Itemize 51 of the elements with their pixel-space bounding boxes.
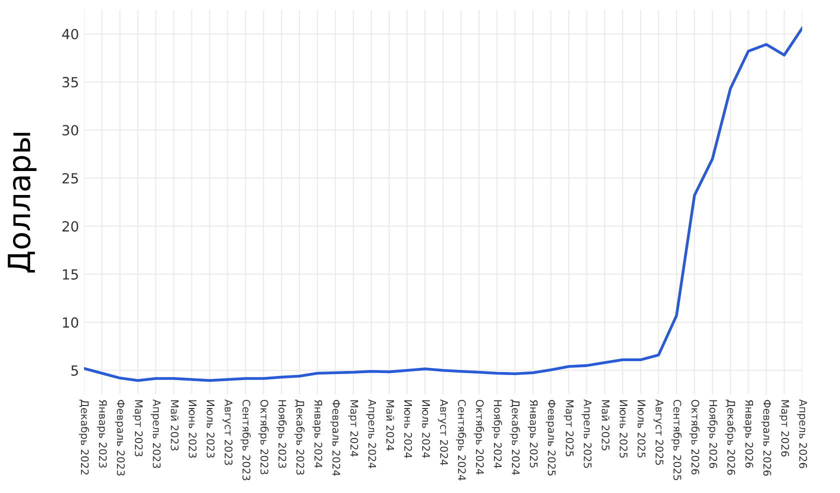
- x-tick-label: Июнь 2023: [188, 400, 197, 458]
- y-tick-label: 25: [62, 173, 78, 184]
- x-tick-label: Октябрь 2026: [689, 400, 700, 474]
- x-tick-label: Август 2023: [222, 399, 232, 465]
- x-tick-label: Апрель 2024: [366, 399, 376, 468]
- y-tick-label: 5: [71, 366, 78, 376]
- x-tick-label: Январь 2024: [312, 400, 322, 468]
- x-tick-label: Июнь 2025: [620, 400, 628, 458]
- x-tick-label: Сентябрь 2024: [456, 400, 466, 480]
- x-tick-label: Январь 2025: [528, 400, 538, 468]
- x-tick-label: Декабрь 2026: [725, 400, 736, 475]
- x-tick-label: Февраль 2025: [546, 400, 556, 476]
- x-tick-label: Март 2026: [779, 400, 790, 456]
- x-tick-label: Март 2025: [564, 400, 574, 456]
- x-tick-label: Декабрь 2024: [510, 400, 520, 475]
- x-tick-label: Февраль 2024: [330, 400, 340, 476]
- x-tick-label: Июль 2023: [206, 400, 215, 458]
- x-tick-label: Апрель 2026: [797, 399, 808, 468]
- x-tick-label: Март 2023: [132, 400, 143, 456]
- x-tick-label: Август 2025: [654, 399, 664, 465]
- y-tick-label: 35: [62, 76, 78, 88]
- x-tick-label: Февраль 2026: [761, 400, 772, 476]
- x-tick-label: Январь 2026: [743, 400, 754, 468]
- x-tick-label: Июль 2025: [638, 400, 646, 458]
- x-tick-label: Декабрь 2022: [78, 400, 90, 474]
- x-tick-label: Май 2025: [602, 400, 610, 450]
- x-tick-label: Ноябрь 2026: [707, 400, 718, 468]
- y-tick-label: 15: [62, 269, 78, 280]
- x-tick-label: Сентябрь 2023: [240, 400, 251, 480]
- x-tick-label: Октябрь 2024: [474, 400, 484, 474]
- x-tick-label: Ноябрь 2024: [492, 400, 502, 468]
- x-tick-label: Апрель 2025: [582, 399, 592, 468]
- x-tick-label: Ноябрь 2023: [276, 400, 287, 468]
- y-tick-label: 30: [62, 124, 78, 136]
- x-tick-label: Декабрь 2023: [294, 400, 305, 475]
- x-tick-label: Апрель 2023: [150, 399, 161, 468]
- x-tick-label: Июль 2024: [422, 400, 430, 458]
- x-tick-label: Февраль 2023: [114, 400, 125, 476]
- x-tick-label: Октябрь 2023: [258, 400, 269, 474]
- x-tick-label: Июнь 2024: [404, 400, 412, 458]
- y-tick-label: 10: [62, 317, 78, 328]
- x-tick-label: Март 2024: [348, 400, 358, 457]
- x-tick-label: Май 2024: [386, 400, 394, 451]
- y-axis-title: Доллары: [8, 132, 36, 273]
- y-tick-label: 40: [62, 28, 78, 40]
- x-tick-label: Январь 2023: [96, 400, 107, 468]
- y-tick-label: 20: [62, 221, 78, 232]
- line-series: [84, 26, 802, 382]
- x-tick-label: Сентябрь 2025: [671, 400, 682, 480]
- x-tick-label: Май 2023: [170, 400, 179, 450]
- x-tick-label: Август 2024: [438, 399, 448, 466]
